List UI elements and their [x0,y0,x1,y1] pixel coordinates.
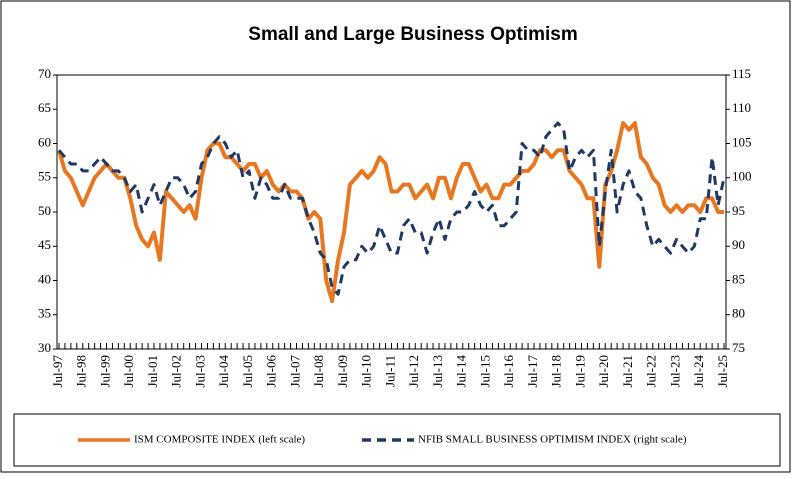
legend-box [13,413,781,467]
y-tick-label: 35 [38,306,51,321]
y2-tick-label: 75 [732,340,745,355]
y2-tick-label: 105 [732,134,752,149]
x-tick-label: Jul-17 [525,355,540,388]
y-tick-label: 45 [38,237,51,252]
x-tick-label: Jul-22 [644,355,659,388]
x-tick-label: Jul-99 [97,355,112,388]
x-tick-label: Jul-11 [382,355,397,387]
x-tick-label: Jul-21 [620,355,635,388]
y2-tick-label: 110 [732,100,751,115]
x-tick-label: Jul-23 [667,355,682,388]
x-tick-label: Jul-98 [74,355,89,388]
x-tick-label: Jul-07 [287,355,302,388]
y2-tick-label: 115 [732,66,751,81]
x-tick-label: Jul-01 [145,355,160,388]
y2-tick-label: 90 [732,237,745,252]
x-tick-label: Jul-05 [240,355,255,388]
x-tick-label: Jul-09 [335,355,350,388]
x-tick-label: Jul-06 [264,355,279,388]
x-tick-label: Jul-04 [216,355,231,388]
x-tick-label: Jul-10 [359,355,374,388]
x-tick-label: Jul-02 [169,355,184,388]
x-tick-label: Jul-16 [501,355,516,388]
x-tick-label: Jul-18 [549,355,564,388]
y2-tick-label: 95 [732,203,745,218]
x-tick-label: Jul-13 [430,355,445,388]
y-tick-label: 70 [38,66,51,81]
y-tick-label: 55 [38,169,51,184]
x-tick-label: Jul-00 [121,355,136,388]
y2-tick-label: 100 [732,169,752,184]
x-tick-label: Jul-25 [715,355,730,388]
y-tick-label: 30 [38,340,51,355]
y-tick-label: 60 [38,134,51,149]
legend-label: ISM COMPOSITE INDEX (left scale) [134,434,305,446]
x-tick-label: Jul-08 [311,355,326,388]
x-tick-label: Jul-20 [596,355,611,388]
chart-title: Small and Large Business Optimism [248,24,577,45]
x-tick-label: Jul-15 [477,355,492,388]
x-tick-label: Jul-14 [454,355,469,388]
x-tick-label: Jul-03 [192,355,207,388]
y-tick-label: 50 [38,203,51,218]
y2-tick-label: 80 [732,306,745,321]
legend: ISM COMPOSITE INDEX (left scale) NFIB SMA… [78,434,687,446]
x-tick-label: Jul-12 [406,355,421,388]
y2-tick-label: 85 [732,271,745,286]
series-line [57,121,726,296]
y-tick-label: 40 [38,271,51,286]
x-tick-label: Jul-24 [691,355,706,388]
legend-label: NFIB SMALL BUSINESS OPTIMISM INDEX (righ… [418,434,687,446]
x-tick-label: Jul-97 [50,355,65,388]
y-tick-label: 65 [38,100,51,115]
x-tick-label: Jul-19 [572,355,587,388]
